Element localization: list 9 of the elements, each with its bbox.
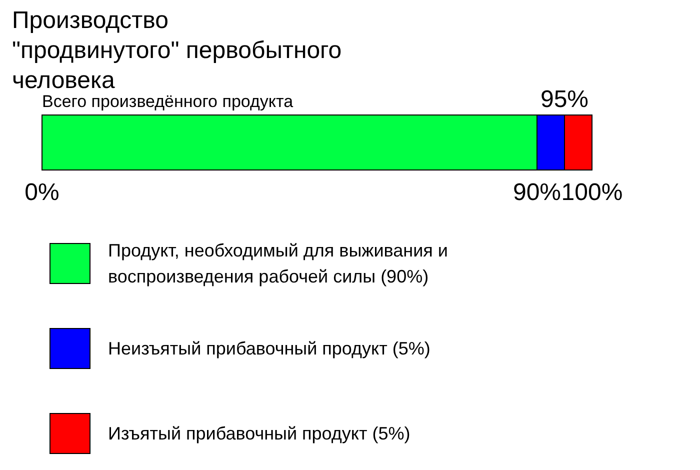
y-tick-label: Всего произведённого продукта — [42, 92, 294, 111]
x-tick-label: 0% — [24, 179, 60, 206]
legend-label: Продукт, необходимый для выживания и воспроизведения рабочей силы (90%) — [108, 240, 448, 286]
legend-label: Неизъятый прибавочный продукт (5%) — [108, 338, 430, 358]
x-tick-label: 100% — [561, 179, 623, 206]
annotation: 95% — [540, 86, 589, 113]
legend-label: Изъятый прибавочный продукт (5%) — [108, 424, 410, 444]
chart-title: Производство "продвинутого" первобытного человека — [12, 7, 342, 94]
x-tick-label: 90% — [512, 179, 562, 206]
